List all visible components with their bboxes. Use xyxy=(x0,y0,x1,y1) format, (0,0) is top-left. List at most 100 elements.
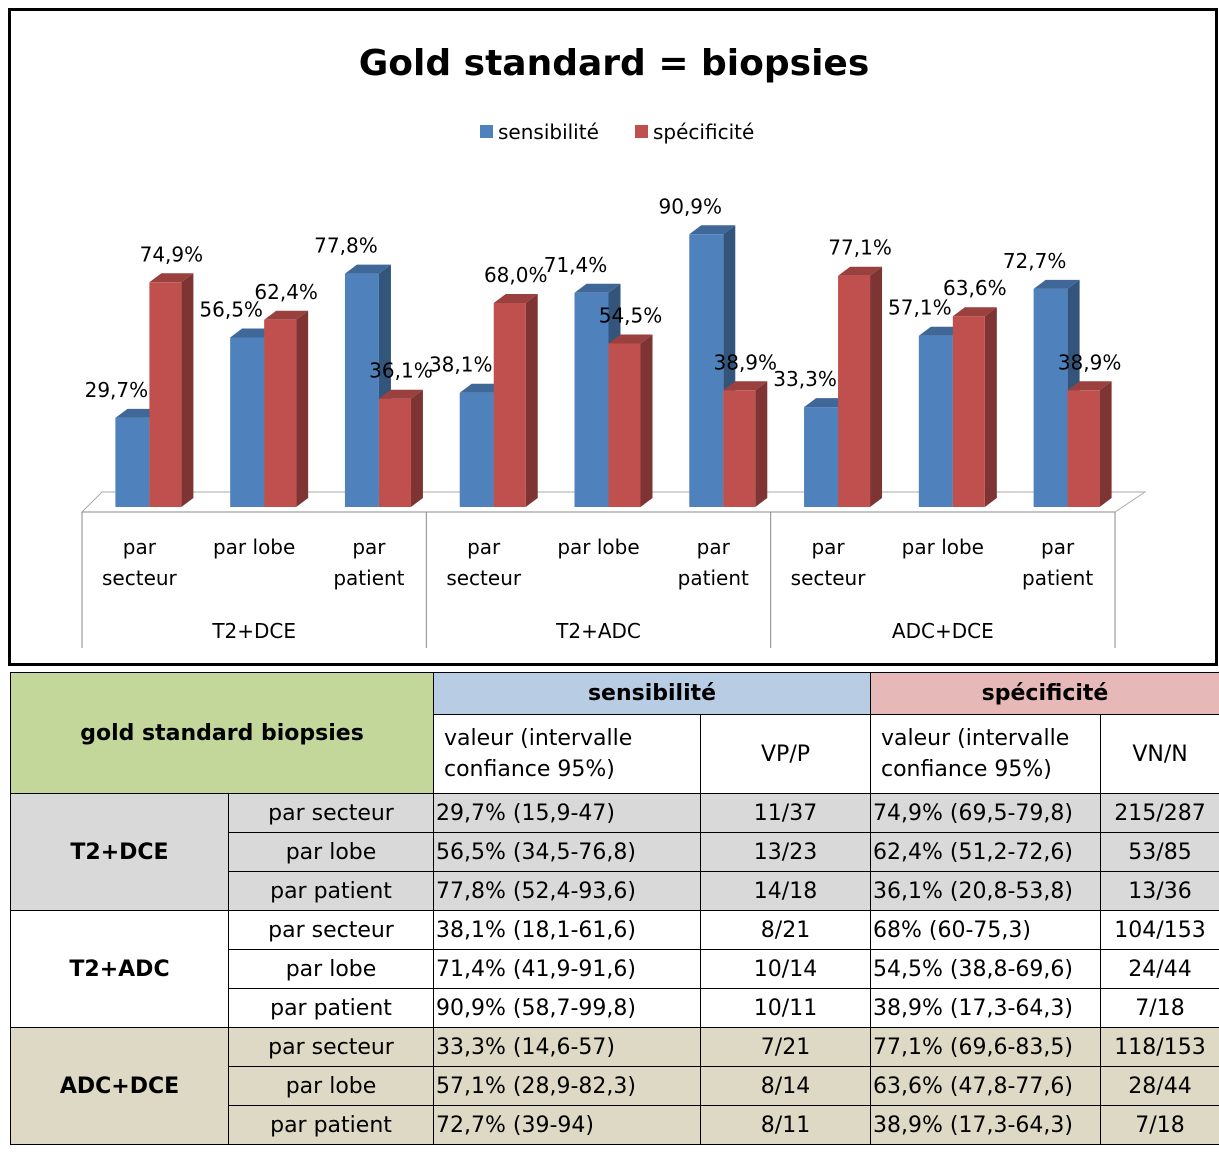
bar-front xyxy=(149,282,182,507)
bar-side xyxy=(984,307,997,507)
legend-swatch xyxy=(635,125,648,138)
bar-top xyxy=(608,334,653,344)
table-cell: 14/18 xyxy=(700,871,871,911)
data-label: 77,8% xyxy=(314,234,378,258)
table-row: ADC+DCE par secteur 33,3% (14,6-57) 7/21 77,… xyxy=(10,1027,1219,1145)
bar-top xyxy=(723,381,768,391)
table-cell: par lobe xyxy=(228,832,434,872)
table-cell: 36,1% (20,8-53,8) xyxy=(870,871,1101,911)
table-cell: 77,1% (69,6-83,5) xyxy=(870,1027,1101,1067)
category-label-box: par patient xyxy=(678,535,749,590)
table-cell: par lobe xyxy=(228,1066,434,1106)
table-cell: par patient xyxy=(228,1105,434,1145)
bar-front xyxy=(459,392,494,507)
data-label: 90,9% xyxy=(659,194,723,218)
bar-top xyxy=(149,273,194,283)
table-row: par lobe 56,5% (34,5-76,8) 13/23 62,4% (51,… xyxy=(11,832,1219,872)
data-label: 74,9% xyxy=(140,242,204,266)
bar-front xyxy=(115,417,150,507)
bar-top xyxy=(952,307,997,317)
chart: Gold standard = biopsies sensibilité spéc… xyxy=(8,8,1218,666)
bar-top xyxy=(344,264,391,274)
legend-label: spécificité xyxy=(653,120,754,144)
x-tick-label: par secteur xyxy=(102,535,177,590)
bar-side xyxy=(525,294,538,507)
table-cell: 24/44 xyxy=(1099,949,1219,989)
bar-top xyxy=(493,294,538,303)
x-tick-label: par secteur xyxy=(446,535,522,590)
header-text: VN/N xyxy=(1132,741,1188,767)
bar xyxy=(264,310,309,507)
x-tick-label: par patient xyxy=(333,535,405,590)
table-cell: 8/14 xyxy=(700,1066,871,1106)
data-label: 57,1% xyxy=(888,296,952,320)
data-label: 71,4% xyxy=(544,253,608,277)
bar xyxy=(838,266,883,507)
bar-front xyxy=(1067,390,1100,507)
table-cell: 11/37 xyxy=(700,793,871,833)
bar-front xyxy=(264,319,297,507)
bar xyxy=(344,264,391,507)
table-cell: par patient xyxy=(228,988,434,1028)
table-cell: par patient xyxy=(228,871,434,911)
table-cell: 28/44 xyxy=(1099,1066,1219,1106)
x-tick-label: par lobe xyxy=(212,535,296,559)
table-cell: 56,5% (34,5-76,8) xyxy=(433,832,701,872)
data-label: 68,0% xyxy=(484,263,548,287)
bar-side xyxy=(410,389,423,507)
bar-top xyxy=(378,389,423,399)
table-row: par patient 72,7% (39-94) 8/11 38,9% (17,3-… xyxy=(11,1105,1219,1145)
bar-top xyxy=(1067,381,1112,391)
table-row: valeur (intervalle confiance 95%) VP/P val… xyxy=(11,714,1219,794)
table-cell: 74,9% (69,5-79,8) xyxy=(870,793,1101,833)
table-cell: T2+ADC xyxy=(10,910,229,1028)
table-cell: 38,9% (17,3-64,3) xyxy=(870,988,1101,1028)
bar-side xyxy=(296,310,309,507)
bar xyxy=(493,294,538,507)
table-cell: 33,3% (14,6-57) xyxy=(433,1027,701,1067)
table-cell: 62,4% (51,2-72,6) xyxy=(870,832,1101,872)
table-cell: 8/21 xyxy=(700,910,871,950)
group-label: ADC+DCE xyxy=(892,619,994,643)
bar-front xyxy=(344,273,379,507)
table-cell: par secteur xyxy=(228,910,434,950)
x-tick-label: par lobe xyxy=(901,535,984,559)
table-cell: par lobe xyxy=(228,949,434,989)
data-label: 63,6% xyxy=(943,276,1007,300)
chart-title: Gold standard = biopsies xyxy=(359,43,870,84)
bar-top xyxy=(838,266,883,276)
category-label-box: par patient xyxy=(333,535,405,590)
bar-front xyxy=(574,292,609,507)
bar-front xyxy=(952,316,985,507)
category-label-box: par secteur xyxy=(102,535,177,590)
data-label: 29,7% xyxy=(85,378,149,402)
bar-top xyxy=(264,310,309,320)
header-text: VP/P xyxy=(761,741,810,767)
bar xyxy=(378,389,423,507)
bar-front xyxy=(493,303,526,507)
bar xyxy=(149,273,194,507)
data-label: 38,9% xyxy=(1058,350,1122,374)
category-label-box: par lobe xyxy=(212,535,296,559)
table-cell: 104/153 xyxy=(1099,910,1219,950)
data-label: 56,5% xyxy=(199,298,263,322)
header-text: valeur (intervalle confiance 95%) xyxy=(444,726,633,782)
table-cell: 53/85 xyxy=(1099,832,1219,872)
table-cell: 38,1% (18,1-61,6) xyxy=(433,910,701,950)
table-cell: 90,9% (58,7-99,8) xyxy=(433,988,701,1028)
table-cell: valeur (intervalle confiance 95%) xyxy=(870,714,1101,794)
bar-front xyxy=(230,337,265,507)
table-cell: 7/18 xyxy=(1099,988,1219,1028)
bar-top xyxy=(1033,279,1080,289)
table-cell: par secteur xyxy=(228,793,434,833)
table-cell: ADC+DCE xyxy=(10,1027,229,1145)
bar xyxy=(608,334,653,507)
table-cell: 29,7% (15,9-47) xyxy=(433,793,701,833)
bar-side xyxy=(1099,381,1112,507)
table-cell: 8/11 xyxy=(700,1105,871,1145)
table-cell: 7/18 xyxy=(1099,1105,1219,1145)
category-label-box: par patient xyxy=(1022,535,1093,590)
category-label-box: par secteur xyxy=(791,535,866,590)
bar-front xyxy=(378,398,411,507)
table-cell: 68% (60-75,3) xyxy=(870,910,1101,950)
